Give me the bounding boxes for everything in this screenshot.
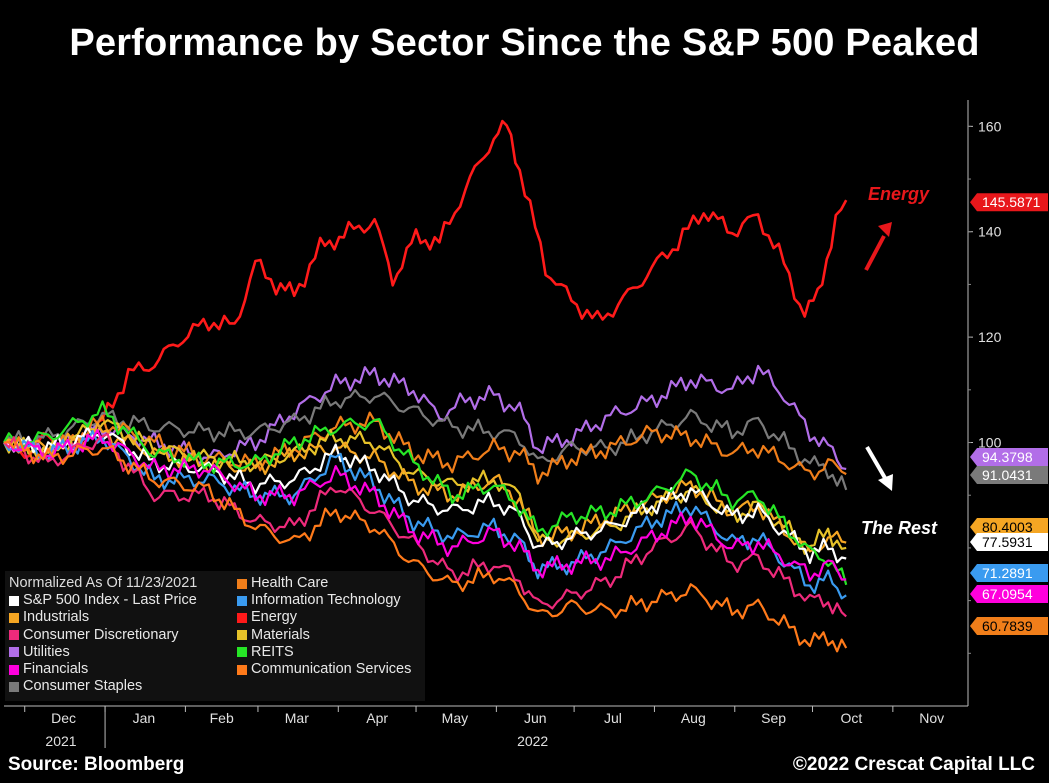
x-year-label: 2021 (45, 733, 76, 749)
value-tag-bg (970, 617, 1048, 635)
legend-item: Energy (237, 609, 411, 626)
x-year-label: 2022 (517, 733, 548, 749)
x-tick-label: Dec (51, 710, 76, 726)
legend-swatch (237, 647, 247, 658)
legend-label: Energy (251, 609, 297, 626)
legend-swatch (237, 664, 247, 675)
legend-left-items: S&P 500 Index - Last Price Industrials Con… (9, 592, 197, 695)
energy-arrowhead (878, 222, 892, 237)
value-tag-bg (970, 193, 1048, 212)
series-line-materials (3, 419, 847, 555)
x-tick-label: Mar (285, 710, 309, 726)
annotation-the-rest: The Rest (861, 518, 938, 538)
legend-header: Normalized As Of 11/23/2021 (9, 575, 198, 591)
x-tick-label: Feb (210, 710, 234, 726)
series-line-communication-services (3, 436, 848, 653)
chart-title: Performance by Sector Since the S&P 500 … (69, 22, 980, 64)
x-tick-label: Sep (761, 710, 786, 726)
legend-item: Information Technology (237, 592, 411, 609)
x-tick-label: May (442, 710, 468, 726)
source-label: Source: Bloomberg (8, 754, 185, 775)
legend-item: Consumer Discretionary (9, 627, 197, 644)
value-tag-label: 91.0431 (982, 467, 1033, 483)
legend-label: Information Technology (251, 592, 401, 609)
legend-swatch (237, 612, 247, 623)
legend-column-left: Normalized As Of 11/23/2021 S&P 500 Inde… (9, 575, 197, 695)
value-tag-bg (970, 448, 1048, 466)
legend-label: REITS (251, 643, 294, 660)
value-tag-label: 145.5871 (982, 194, 1041, 210)
series-line-energy (3, 119, 848, 459)
value-tag-bg (970, 466, 1048, 484)
legend-item: Materials (237, 627, 411, 644)
series-line-s-p-500-index-last-price (3, 426, 847, 565)
legend-item: REITS (237, 644, 411, 661)
series-line-health-care (3, 411, 847, 485)
x-tick-label: Jul (604, 710, 622, 726)
y-tick-label: 100 (978, 435, 1002, 451)
x-tick-label: Jun (524, 710, 547, 726)
legend-label: Industrials (23, 609, 90, 626)
legend-swatch (9, 630, 19, 641)
legend-swatch (9, 647, 19, 658)
series-line-reits (3, 400, 848, 586)
legend-label: Materials (251, 626, 310, 643)
series-line-consumer-staples (3, 389, 848, 491)
legend-swatch (9, 612, 19, 623)
legend-label: Consumer Discretionary (23, 626, 179, 643)
legend-column-right: Health Care Information Technology Energy M… (237, 575, 411, 678)
legend-label: Utilities (23, 643, 70, 660)
legend-swatch (237, 595, 247, 606)
value-tag-bg (970, 585, 1048, 603)
legend-item: Consumer Staples (9, 678, 197, 695)
value-tag-bg (970, 564, 1048, 582)
legend-item: Financials (9, 661, 197, 678)
x-tick-label: Nov (919, 710, 944, 726)
x-tick-label: Jan (133, 710, 156, 726)
legend-swatch (9, 681, 19, 692)
legend-item: Utilities (9, 644, 197, 661)
value-tag-bg (970, 533, 1048, 551)
legend-label: Communication Services (251, 660, 412, 677)
copyright-label: ©2022 Crescat Capital LLC (792, 754, 1035, 775)
rest-arrowhead (878, 474, 893, 491)
legend-swatch (237, 578, 247, 589)
value-tag-label: 71.2891 (982, 565, 1033, 581)
value-tag-label: 67.0954 (982, 586, 1033, 602)
value-tag-label: 94.3798 (982, 449, 1033, 465)
legend-swatch (9, 664, 19, 675)
legend-label: Financials (23, 660, 89, 677)
y-tick-label: 120 (978, 329, 1002, 345)
value-tag-bg (970, 518, 1048, 536)
legend-label: Consumer Staples (23, 678, 143, 695)
legend-label: S&P 500 Index - Last Price (23, 592, 197, 609)
chart-legend: Normalized As Of 11/23/2021 S&P 500 Inde… (5, 571, 425, 701)
legend-item: S&P 500 Index - Last Price (9, 592, 197, 609)
legend-item: Industrials (9, 609, 197, 626)
legend-label: Health Care (251, 575, 329, 591)
legend-swatch (237, 630, 247, 641)
x-tick-label: Aug (681, 710, 706, 726)
x-tick-label: Oct (840, 710, 862, 726)
value-tag-label: 60.7839 (982, 618, 1033, 634)
y-tick-label: 160 (978, 118, 1002, 134)
legend-item: Health Care (237, 575, 411, 592)
value-tag-label: 80.4003 (982, 519, 1033, 535)
series-line-consumer-discretionary (3, 432, 847, 618)
legend-right-items: Health Care Information Technology Energy M… (237, 575, 411, 678)
series-line-information-technology (3, 430, 847, 600)
annotation-energy: Energy (868, 184, 930, 204)
rest-arrow (865, 445, 887, 480)
x-tick-label: Apr (366, 710, 388, 726)
energy-arrow (864, 235, 886, 271)
legend-swatch (9, 595, 19, 606)
legend-item: Communication Services (237, 661, 411, 678)
y-tick-label: 140 (978, 224, 1002, 240)
series-line-utilities (3, 364, 847, 470)
value-tag-label: 77.5931 (982, 534, 1033, 550)
